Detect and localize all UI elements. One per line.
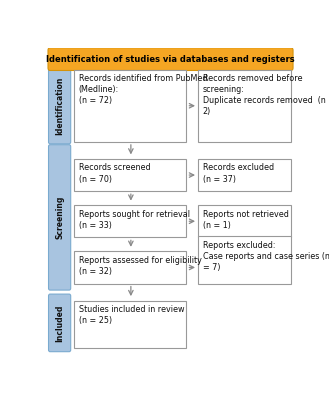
Text: Screening: Screening bbox=[55, 196, 64, 239]
FancyBboxPatch shape bbox=[198, 70, 291, 142]
Text: Reports not retrieved
(n = 1): Reports not retrieved (n = 1) bbox=[203, 210, 289, 230]
FancyBboxPatch shape bbox=[198, 205, 291, 238]
FancyBboxPatch shape bbox=[48, 145, 71, 290]
FancyBboxPatch shape bbox=[48, 294, 71, 352]
FancyBboxPatch shape bbox=[74, 205, 187, 238]
Text: Records identified from PubMed
(Medline):
(n = 72): Records identified from PubMed (Medline)… bbox=[79, 74, 207, 105]
Text: Identification: Identification bbox=[55, 76, 64, 135]
FancyBboxPatch shape bbox=[74, 159, 187, 191]
FancyBboxPatch shape bbox=[198, 159, 291, 191]
FancyBboxPatch shape bbox=[48, 68, 71, 144]
FancyBboxPatch shape bbox=[74, 251, 187, 284]
Text: Reports excluded:
Case reports and case series (n
= 7): Reports excluded: Case reports and case … bbox=[203, 240, 329, 272]
FancyBboxPatch shape bbox=[74, 300, 187, 348]
Text: Included: Included bbox=[55, 304, 64, 342]
Text: Identification of studies via databases and registers: Identification of studies via databases … bbox=[46, 54, 295, 64]
FancyBboxPatch shape bbox=[74, 70, 187, 142]
Text: Reports assessed for eligibility
(n = 32): Reports assessed for eligibility (n = 32… bbox=[79, 256, 202, 276]
Text: Reports sought for retrieval
(n = 33): Reports sought for retrieval (n = 33) bbox=[79, 210, 190, 230]
Text: Records screened
(n = 70): Records screened (n = 70) bbox=[79, 164, 150, 184]
FancyBboxPatch shape bbox=[48, 48, 293, 70]
Text: Records removed before
screening:
Duplicate records removed  (n =
2): Records removed before screening: Duplic… bbox=[203, 74, 329, 116]
FancyBboxPatch shape bbox=[198, 236, 291, 284]
Text: Studies included in review
(n = 25): Studies included in review (n = 25) bbox=[79, 305, 184, 325]
Text: Records excluded
(n = 37): Records excluded (n = 37) bbox=[203, 164, 274, 184]
